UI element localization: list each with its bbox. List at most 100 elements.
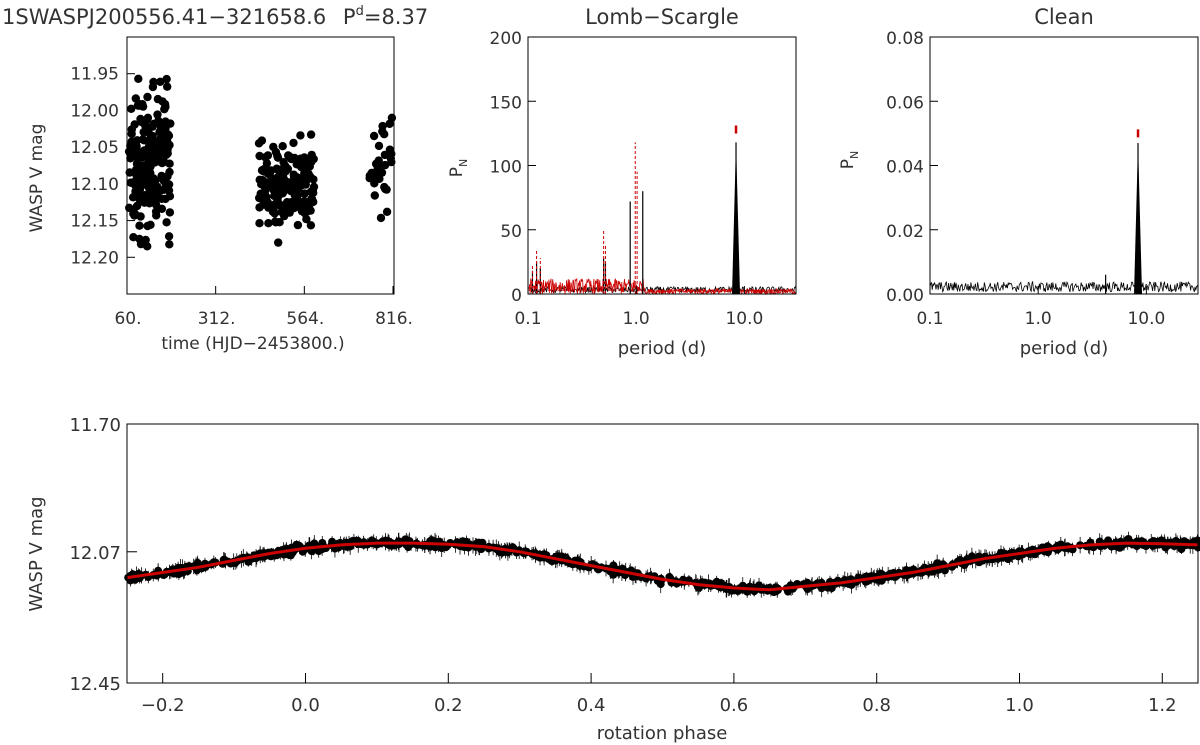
lightcurve-point — [301, 180, 310, 189]
lightcurve-point — [367, 168, 376, 178]
lightcurve-xtick-label: 60. — [114, 309, 141, 329]
phase-xtick-label: 1.2 — [1148, 695, 1177, 716]
lomb-scargle-xtick-label: 0.1 — [514, 309, 541, 329]
period-superscript: d — [356, 4, 364, 19]
lightcurve-point — [125, 168, 134, 177]
clean-ticks: 0.1 1.0 10.0 0.00 0.02 0.04 0.06 0.08 — [886, 29, 1165, 329]
phase-xtick-label: 0.2 — [434, 695, 463, 716]
lomb-scargle-xlabel: period (d) — [618, 338, 707, 359]
lomb-scargle-ylabel-main: P — [447, 167, 467, 177]
lomb-scargle-xtick-label: 10.0 — [725, 309, 763, 329]
lightcurve-point — [306, 221, 316, 230]
lightcurve-point — [254, 139, 264, 148]
clean-ytick-label: 0.08 — [886, 29, 924, 49]
lightcurve-point — [302, 215, 311, 224]
clean-frame — [929, 36, 1199, 295]
lightcurve-point — [297, 161, 307, 171]
clean-main-peak — [1134, 143, 1143, 294]
lightcurve-ytick-label: 12.00 — [70, 101, 119, 121]
lightcurve-point — [290, 153, 299, 163]
lightcurve-point — [126, 154, 135, 163]
lightcurve-point — [385, 145, 395, 154]
lightcurve-point — [259, 200, 268, 209]
lightcurve-point — [160, 144, 169, 154]
lightcurve-point — [157, 123, 166, 133]
lightcurve-point — [260, 182, 269, 192]
lightcurve-xtick-label: 312. — [198, 309, 236, 329]
lightcurve-point — [138, 135, 148, 144]
lightcurve-point — [309, 197, 318, 207]
lightcurve-point — [277, 201, 287, 210]
lightcurve-point — [268, 207, 278, 216]
lightcurve-point — [166, 119, 175, 128]
lightcurve-xtick-label: 816. — [375, 309, 413, 329]
phase-points — [124, 531, 1200, 598]
lightcurve-xlabel: time (HJD−2453800.) — [161, 334, 344, 354]
lightcurve-xtick-label: 564. — [286, 309, 324, 329]
lightcurve-point — [255, 175, 264, 184]
lightcurve-point — [258, 193, 268, 202]
lightcurve-point — [283, 164, 293, 174]
lightcurve-point — [148, 158, 157, 168]
clean-ytick-label: 0.04 — [886, 158, 924, 178]
star-id: 1SWASPJ200556.41−321658.6 — [2, 5, 326, 29]
phase-point — [1104, 536, 1113, 545]
lightcurve-point — [164, 186, 174, 195]
phase-xtick-label: 0.4 — [577, 695, 606, 716]
lightcurve-point — [273, 180, 282, 189]
lightcurve-point — [296, 131, 305, 140]
lightcurve-point — [144, 123, 154, 132]
lightcurve-point — [149, 77, 158, 87]
lightcurve-point — [141, 196, 151, 205]
lightcurve-point — [130, 120, 139, 129]
lomb-scargle-ylabel-sub: N — [457, 159, 470, 167]
lightcurve-point — [134, 74, 143, 84]
lomb-scargle-ytick-label: 0 — [511, 286, 522, 306]
lomb-scargle-ylabel: PN — [447, 159, 470, 178]
lightcurve-point — [138, 102, 148, 111]
lightcurve-point — [374, 156, 383, 165]
lightcurve-point — [141, 235, 150, 245]
lomb-scargle-frame — [527, 36, 797, 295]
lightcurve-point — [156, 77, 165, 87]
lightcurve-point — [289, 172, 299, 182]
lomb-scargle-main-peak — [732, 142, 741, 294]
lightcurve-point — [278, 142, 287, 151]
lightcurve-point — [369, 131, 379, 141]
lightcurve-point — [381, 184, 390, 194]
lightcurve-point — [165, 240, 174, 249]
phase-xtick-label: −0.2 — [141, 695, 185, 716]
lightcurve-point — [261, 163, 270, 173]
lomb-scargle-red-noise — [527, 277, 797, 296]
phase-ylabel: WASP V mag — [26, 496, 47, 611]
lightcurve-point — [376, 213, 386, 223]
lomb-scargle-panel: Lomb−Scargle 0.1 1.0 10.0 0 50 100 150 200 peri… — [447, 5, 797, 359]
clean-periodogram — [929, 129, 1199, 294]
lightcurve-point — [387, 113, 397, 123]
lightcurve-point — [129, 209, 138, 218]
lightcurve-point — [261, 153, 270, 162]
lightcurve-point — [136, 114, 145, 124]
clean-xtick-label: 1.0 — [1025, 309, 1052, 329]
lomb-scargle-ytick-label: 100 — [490, 158, 522, 178]
lightcurve-point — [370, 191, 379, 200]
lightcurve-point — [162, 74, 171, 84]
lightcurve-point — [162, 218, 171, 227]
phase-ticks: −0.2 0.0 0.2 0.4 0.6 0.8 1.0 1.2 11.70 12.07 12.45 — [69, 415, 1176, 716]
clean-ylabel-sub: N — [848, 151, 861, 159]
clean-title: Clean — [1034, 5, 1094, 29]
lightcurve-point — [382, 207, 392, 216]
lightcurve-point — [288, 183, 298, 192]
lightcurve-point — [163, 82, 172, 91]
phase-xtick-label: 0.8 — [862, 695, 891, 716]
lightcurve-point — [271, 217, 280, 226]
lightcurve-point — [286, 201, 295, 210]
phase-ytick-label: 11.70 — [69, 415, 121, 436]
clean-ytick-label: 0.00 — [886, 286, 924, 306]
lightcurve-point — [143, 242, 152, 251]
lightcurve-ylabel: WASP V mag — [27, 124, 47, 233]
lightcurve-point — [273, 151, 282, 161]
lightcurve-point — [163, 172, 172, 181]
lightcurve-ytick-label: 12.15 — [70, 212, 119, 232]
